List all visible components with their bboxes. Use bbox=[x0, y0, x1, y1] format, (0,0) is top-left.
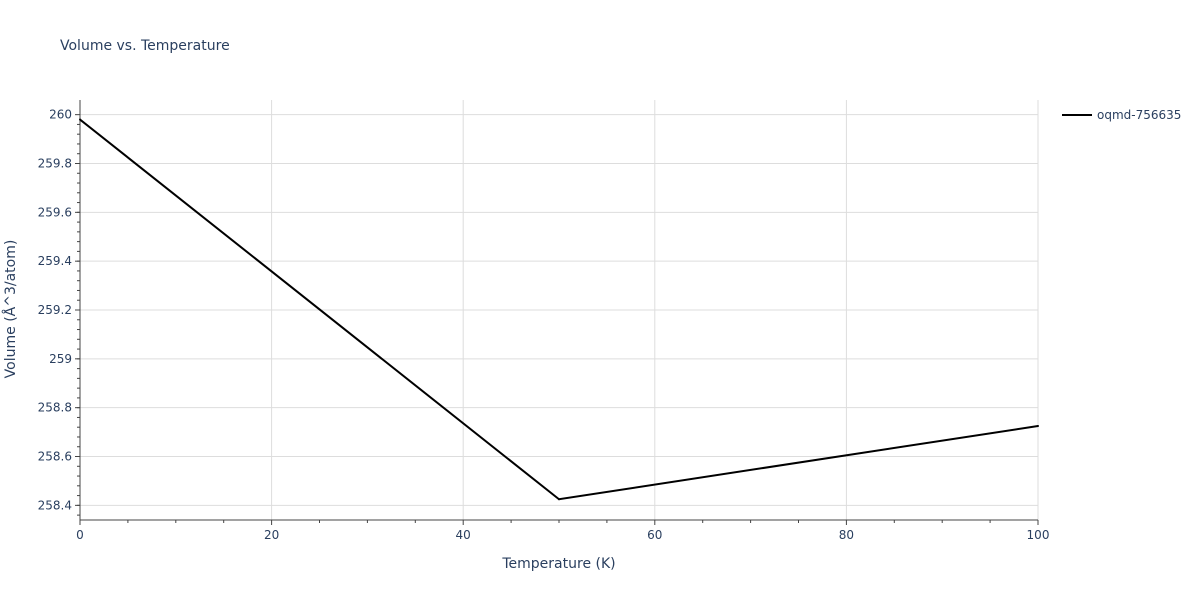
y-tick-label: 258.8 bbox=[38, 401, 72, 415]
legend-label: oqmd-756635 bbox=[1097, 108, 1181, 122]
y-axis-title: Volume (Å^3/atom) bbox=[2, 240, 19, 379]
y-tick-label: 259.4 bbox=[38, 254, 72, 268]
x-tick-label: 20 bbox=[264, 528, 279, 542]
legend: oqmd-756635 bbox=[1062, 108, 1181, 122]
y-tick-label: 259 bbox=[49, 352, 72, 366]
x-axis-ticks: 0 20 40 60 80 100 bbox=[76, 520, 1049, 542]
data-point bbox=[79, 118, 81, 121]
x-axis-title: Temperature (K) bbox=[501, 556, 615, 572]
y-tick-label: 258.6 bbox=[38, 450, 72, 464]
y-tick-label: 259.6 bbox=[38, 205, 72, 219]
series-layer bbox=[79, 118, 1039, 501]
y-tick-label: 260 bbox=[49, 108, 72, 122]
chart-title: Volume vs. Temperature bbox=[60, 38, 230, 54]
data-point bbox=[1037, 424, 1039, 427]
y-tick-label: 259.8 bbox=[38, 156, 72, 170]
x-tick-label: 100 bbox=[1027, 528, 1050, 542]
x-tick-label: 0 bbox=[76, 528, 84, 542]
x-tick-label: 40 bbox=[456, 528, 471, 542]
y-tick-label: 259.2 bbox=[38, 303, 72, 317]
y-axis-ticks: 258.4 258.6 258.8 259 259.2 259.4 259.6 259.8 26… bbox=[38, 108, 80, 516]
x-tick-label: 60 bbox=[647, 528, 662, 542]
x-tick-label: 80 bbox=[839, 528, 854, 542]
grid-lines bbox=[80, 100, 1039, 520]
data-point bbox=[558, 498, 560, 501]
y-tick-label: 258.4 bbox=[38, 498, 72, 512]
